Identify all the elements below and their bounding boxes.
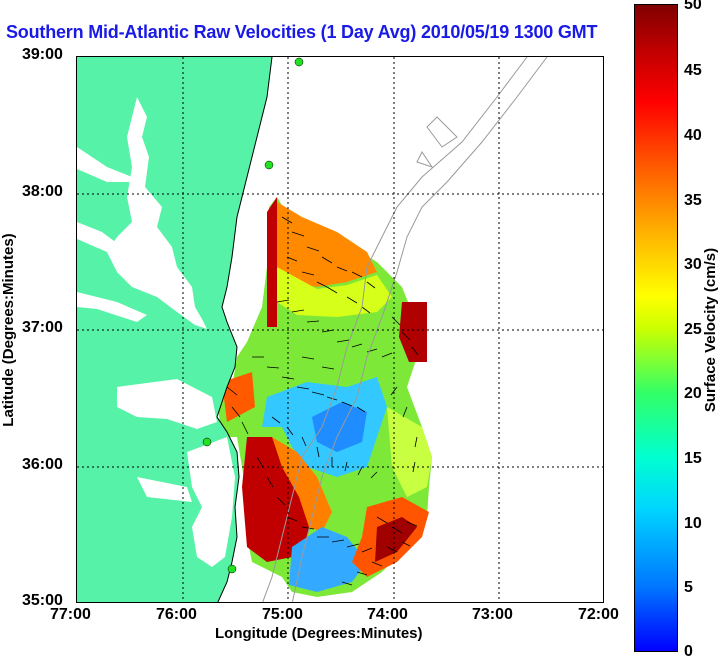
y-tick-label: 38:00 xyxy=(22,183,63,200)
x-tick-label: 73:00 xyxy=(472,606,513,623)
station-markers xyxy=(202,57,304,574)
colorbar-title: Surface Velocity (cm/s) xyxy=(702,247,719,413)
velocity-field-south-low xyxy=(289,527,367,592)
station-marker[interactable] xyxy=(227,564,237,574)
colorbar-tick-label: 40 xyxy=(684,127,702,144)
y-tick-label: 37:00 xyxy=(22,319,63,336)
station-marker[interactable] xyxy=(264,160,274,170)
pamlico-inlet xyxy=(137,477,192,502)
station-marker[interactable] xyxy=(294,57,304,67)
ocean-coast xyxy=(216,57,273,602)
x-tick-label: 77:00 xyxy=(50,606,91,623)
colorbar-tick-label: 10 xyxy=(684,515,702,532)
x-tick-label: 72:00 xyxy=(578,606,619,623)
station-marker[interactable] xyxy=(202,437,212,447)
colorbar-tick-label: 25 xyxy=(684,321,702,338)
velocity-field-east-patch xyxy=(399,302,427,362)
velocity-field-north-mid xyxy=(277,267,392,317)
velocity-field-southwest-mid xyxy=(272,437,332,532)
colorbar-tick-label: 35 xyxy=(684,192,702,209)
x-tick-label: 75:00 xyxy=(262,606,303,623)
velocity-field-north-high xyxy=(277,202,377,287)
velocity-field-southeast-core xyxy=(375,517,417,562)
map-canvas xyxy=(77,57,603,602)
graticule xyxy=(77,57,603,602)
river-1 xyxy=(77,147,137,182)
y-tick-label: 39:00 xyxy=(22,46,63,63)
x-axis-title: Longitude (Degrees:Minutes) xyxy=(215,625,423,642)
map-plot-area[interactable] xyxy=(76,56,604,603)
velocity-field-west-patch xyxy=(222,372,255,422)
albemarle-sound xyxy=(117,379,217,429)
pamlico-sound xyxy=(187,437,235,567)
colorbar-tick-label: 45 xyxy=(684,62,702,79)
x-tick-label: 76:00 xyxy=(156,606,197,623)
colorbar xyxy=(634,4,678,652)
velocity-field-center-lowest xyxy=(312,402,367,452)
y-tick-label: 36:00 xyxy=(22,456,63,473)
colorbar-tick-label: 0 xyxy=(684,643,693,660)
river-3 xyxy=(77,292,147,322)
velocity-field xyxy=(217,197,432,597)
colorbar-tick-label: 5 xyxy=(684,579,693,596)
colorbar-tick-label: 50 xyxy=(684,0,702,13)
river-2 xyxy=(77,222,122,252)
colorbar-title-wrap: Surface Velocity (cm/s) xyxy=(702,230,722,430)
colorbar-tick-label: 30 xyxy=(684,256,702,273)
bathymetry-contours xyxy=(262,57,548,602)
velocity-field-east-mid xyxy=(387,407,432,497)
y-axis-title-wrap: Latitude (Degrees:Minutes) xyxy=(0,230,20,430)
chesapeake-bay xyxy=(107,97,207,329)
map-title: Southern Mid-Atlantic Raw Velocities (1 … xyxy=(6,22,598,42)
y-axis-title: Latitude (Degrees:Minutes) xyxy=(0,233,17,427)
colorbar-tick-label: 15 xyxy=(684,450,702,467)
x-tick-label: 74:00 xyxy=(367,606,408,623)
y-tick-label: 35:00 xyxy=(22,592,63,609)
colorbar-tick-label: 20 xyxy=(684,385,702,402)
velocity-field-north-strip xyxy=(267,197,277,327)
land-areas xyxy=(77,57,304,602)
